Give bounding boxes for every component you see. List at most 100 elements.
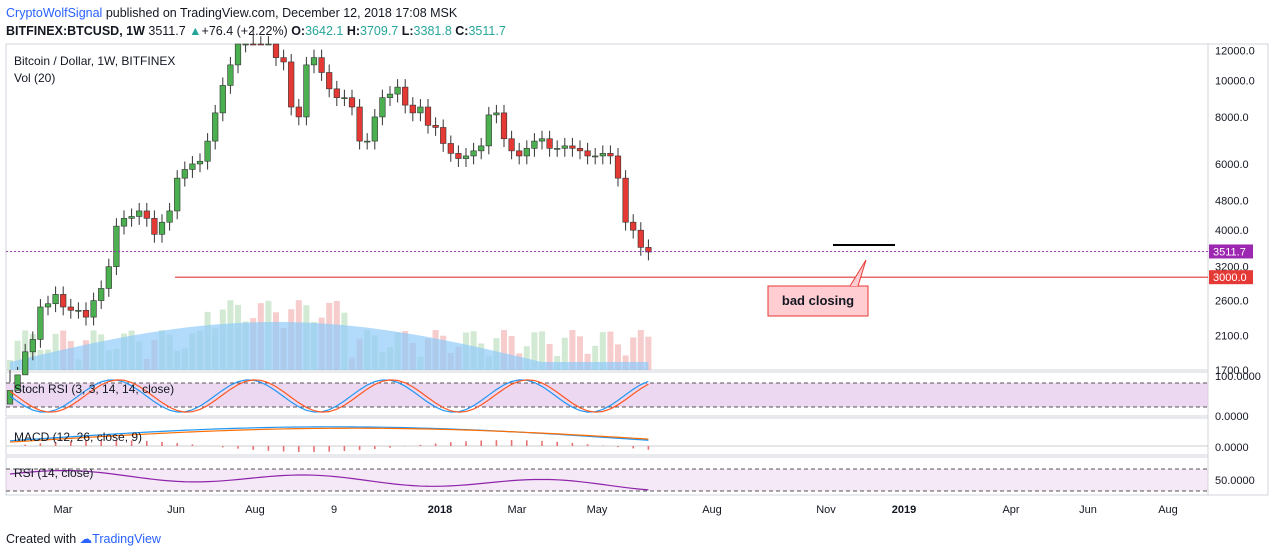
volume-bar xyxy=(501,330,507,370)
volume-bar xyxy=(592,345,599,370)
macd-hist-bar xyxy=(313,446,315,452)
volume-bar xyxy=(607,331,614,370)
macd-hist-bar xyxy=(298,446,300,452)
candle-body xyxy=(37,306,44,340)
candle-body xyxy=(166,210,173,223)
candle-body xyxy=(576,148,584,152)
volume-bar xyxy=(561,337,568,370)
candle-body xyxy=(478,145,485,152)
volume-bar xyxy=(523,346,530,370)
time-tick-label: 2019 xyxy=(892,504,916,516)
symbol-label[interactable]: BITFINEX:BTCUSD, 1W xyxy=(6,24,145,38)
stoch-tick-100: 100.0000 xyxy=(1215,371,1261,383)
macd-hist-bar xyxy=(450,442,452,446)
footer-created: Created with xyxy=(6,532,77,546)
time-tick-label: Aug xyxy=(702,504,722,516)
candle-body xyxy=(409,104,416,114)
macd-tick-0: 0.0000 xyxy=(1215,442,1249,454)
candle-body xyxy=(447,143,454,154)
annotation-box[interactable] xyxy=(767,285,869,317)
change-value: +76.4 (+2.22%) xyxy=(201,24,288,38)
candle-body xyxy=(219,85,226,114)
main-title: Bitcoin / Dollar, 1W, BITFINEX xyxy=(14,54,175,68)
rsi-label: RSI (14, close) xyxy=(14,466,93,480)
macd-label: MACD (12, 26, close, 9) xyxy=(14,430,142,444)
volume-bar xyxy=(584,353,591,370)
tradingview-logo-icon: ☁ xyxy=(79,532,93,546)
rsi-line xyxy=(9,469,649,491)
candle-body xyxy=(508,138,515,152)
footer-brand[interactable]: TradingView xyxy=(92,532,161,546)
candle-body xyxy=(136,210,143,217)
open-value: 3642.1 xyxy=(305,24,344,38)
volume-bar xyxy=(546,343,553,370)
current-price-tag xyxy=(1209,244,1253,259)
time-axis-ticks: Mar Jun Aug 9 2018 Mar May Aug Nov 2019 Apr Jun Aug xyxy=(54,504,1178,516)
candle-body xyxy=(394,86,401,95)
candle-body xyxy=(105,266,112,289)
stoch-band xyxy=(6,383,1208,407)
candle-body xyxy=(234,43,242,66)
macd-hist-bar xyxy=(647,446,650,450)
stoch-tick-0: 0.0000 xyxy=(1215,411,1249,423)
candle-body xyxy=(462,155,470,159)
macd-hist-bar xyxy=(389,446,391,448)
annotation-text: bad closing xyxy=(782,293,854,308)
low-value: 3381.8 xyxy=(413,24,452,38)
macd-signal-line xyxy=(9,427,649,443)
candle-body xyxy=(257,43,264,46)
candle-body xyxy=(614,155,622,179)
macd-hist-bar xyxy=(328,446,330,452)
candle-body xyxy=(242,43,249,46)
macd-hist-bar xyxy=(510,440,513,446)
macd-hist-bar xyxy=(419,444,422,446)
candle-body xyxy=(592,155,599,158)
candle-body xyxy=(67,306,74,311)
rsi-band xyxy=(6,469,1208,491)
candle-body xyxy=(52,294,59,305)
candle-body xyxy=(531,140,538,149)
candle-body xyxy=(386,93,394,98)
candle-body xyxy=(424,106,432,126)
candle-body xyxy=(90,300,97,318)
candle-body xyxy=(599,153,606,157)
price-tick-label: 10000.0 xyxy=(1215,75,1255,87)
candle-body xyxy=(584,150,591,157)
support-price-tag-text: 3000.0 xyxy=(1213,272,1247,284)
candle-body xyxy=(364,140,371,143)
volume-bar xyxy=(569,330,576,370)
volume-bar xyxy=(615,344,621,370)
candle-body xyxy=(356,106,363,142)
macd-hist-bar xyxy=(85,440,87,446)
low-label: L: xyxy=(401,24,414,38)
volume-ma-area xyxy=(10,322,649,370)
candle-body xyxy=(561,145,568,149)
candle-body xyxy=(75,309,82,312)
high-value: 3709.7 xyxy=(360,24,399,38)
candle-body xyxy=(500,112,508,140)
candle-body xyxy=(227,64,234,86)
candle-body xyxy=(455,153,462,159)
candle-body xyxy=(303,64,310,118)
candle-body xyxy=(22,351,29,376)
candle-body xyxy=(470,150,477,157)
author-link[interactable]: CryptoWolfSignal xyxy=(6,6,103,20)
macd-hist-bar xyxy=(161,441,163,446)
candle-body xyxy=(272,43,280,58)
price-tick-label: 4800.0 xyxy=(1215,195,1249,207)
time-tick-label: Mar xyxy=(54,504,73,516)
price-tick-label: 2100.0 xyxy=(1215,330,1249,342)
candles xyxy=(6,28,652,405)
price-tick-label: 4000.0 xyxy=(1215,225,1249,237)
macd-hist-bar xyxy=(541,440,543,446)
macd-hist-bar xyxy=(282,446,285,452)
candle-body xyxy=(371,116,378,142)
high-label: H: xyxy=(346,24,361,38)
candle-body xyxy=(607,153,614,157)
macd-hist-bar xyxy=(632,446,634,449)
price-tick-label: 2600.0 xyxy=(1215,296,1249,308)
time-tick-label: 9 xyxy=(331,504,337,516)
volume-bar xyxy=(531,332,538,370)
macd-hist-bar xyxy=(358,446,361,451)
